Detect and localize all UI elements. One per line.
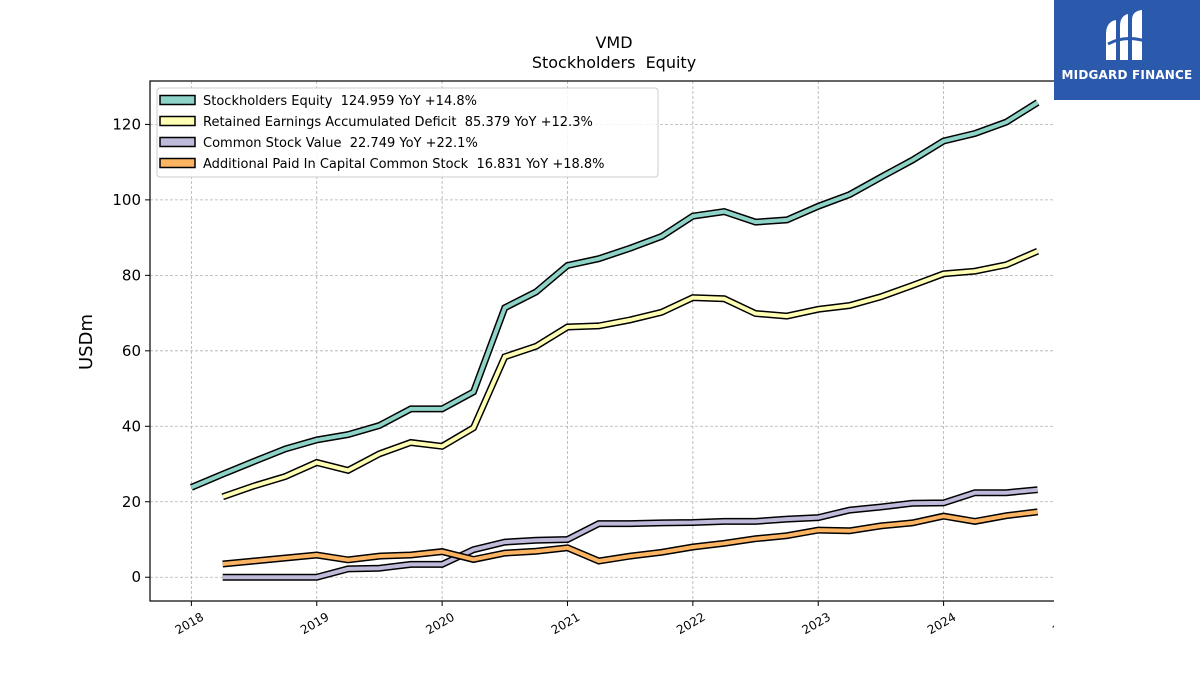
x-tick-label: 2019 xyxy=(298,610,331,637)
legend-label: Additional Paid In Capital Common Stock … xyxy=(203,157,605,172)
y-tick-label: 60 xyxy=(122,342,141,360)
series-line-3 xyxy=(222,486,1038,581)
legend-label: Stockholders Equity 124.959 YoY +14.8% xyxy=(203,94,477,109)
x-tick-label: 2025 xyxy=(1050,610,1054,637)
chart-subtitle: Stockholders Equity xyxy=(532,53,696,72)
legend-swatch xyxy=(159,115,196,127)
series-line-2 xyxy=(221,247,1039,501)
series-line-1 xyxy=(190,99,1040,491)
brand-logo-icon xyxy=(1106,10,1149,60)
series-line-4 xyxy=(222,508,1039,568)
series-line-fill xyxy=(222,509,1038,566)
series-line-outline xyxy=(221,247,1039,501)
series-line-fill xyxy=(222,249,1039,499)
x-tick-label: 2018 xyxy=(173,610,206,637)
plot-frame xyxy=(149,80,1054,602)
y-axis-label: USDm xyxy=(76,314,97,370)
series-line-fill xyxy=(190,100,1039,490)
x-tick-label: 2021 xyxy=(549,610,582,637)
legend-box xyxy=(156,87,659,178)
chart-canvas: VMD Stockholders Equity USDm 2018 2019 202… xyxy=(76,33,1054,637)
legend: Stockholders Equity 124.959 YoY +14.8% Re… xyxy=(156,87,659,178)
legend-swatch xyxy=(159,94,196,106)
y-tick-label: 40 xyxy=(122,417,141,435)
y-tick-label: 0 xyxy=(131,568,141,586)
legend-label: Common Stock Value 22.749 YoY +22.1% xyxy=(203,136,478,151)
x-tick-label: 2020 xyxy=(423,610,456,637)
brand-name: MIDGARD FINANCE xyxy=(1061,68,1193,82)
legend-label: Retained Earnings Accumulated Deficit 85… xyxy=(203,115,593,130)
series-line-fill xyxy=(222,487,1038,580)
brand-logo: MIDGARD FINANCE xyxy=(1054,0,1200,100)
legend-swatch xyxy=(159,157,196,169)
series-lines xyxy=(190,99,1040,581)
chart-title: VMD xyxy=(595,33,632,52)
y-tick-label: 100 xyxy=(112,191,141,209)
x-tick-label: 2022 xyxy=(674,610,707,637)
y-tick-label: 80 xyxy=(122,266,141,284)
x-tick-label: 2023 xyxy=(800,610,833,637)
x-tick-label: 2024 xyxy=(925,610,958,637)
legend-swatch xyxy=(159,136,196,148)
y-tick-label: 20 xyxy=(122,493,141,511)
y-tick-label: 120 xyxy=(112,115,141,133)
